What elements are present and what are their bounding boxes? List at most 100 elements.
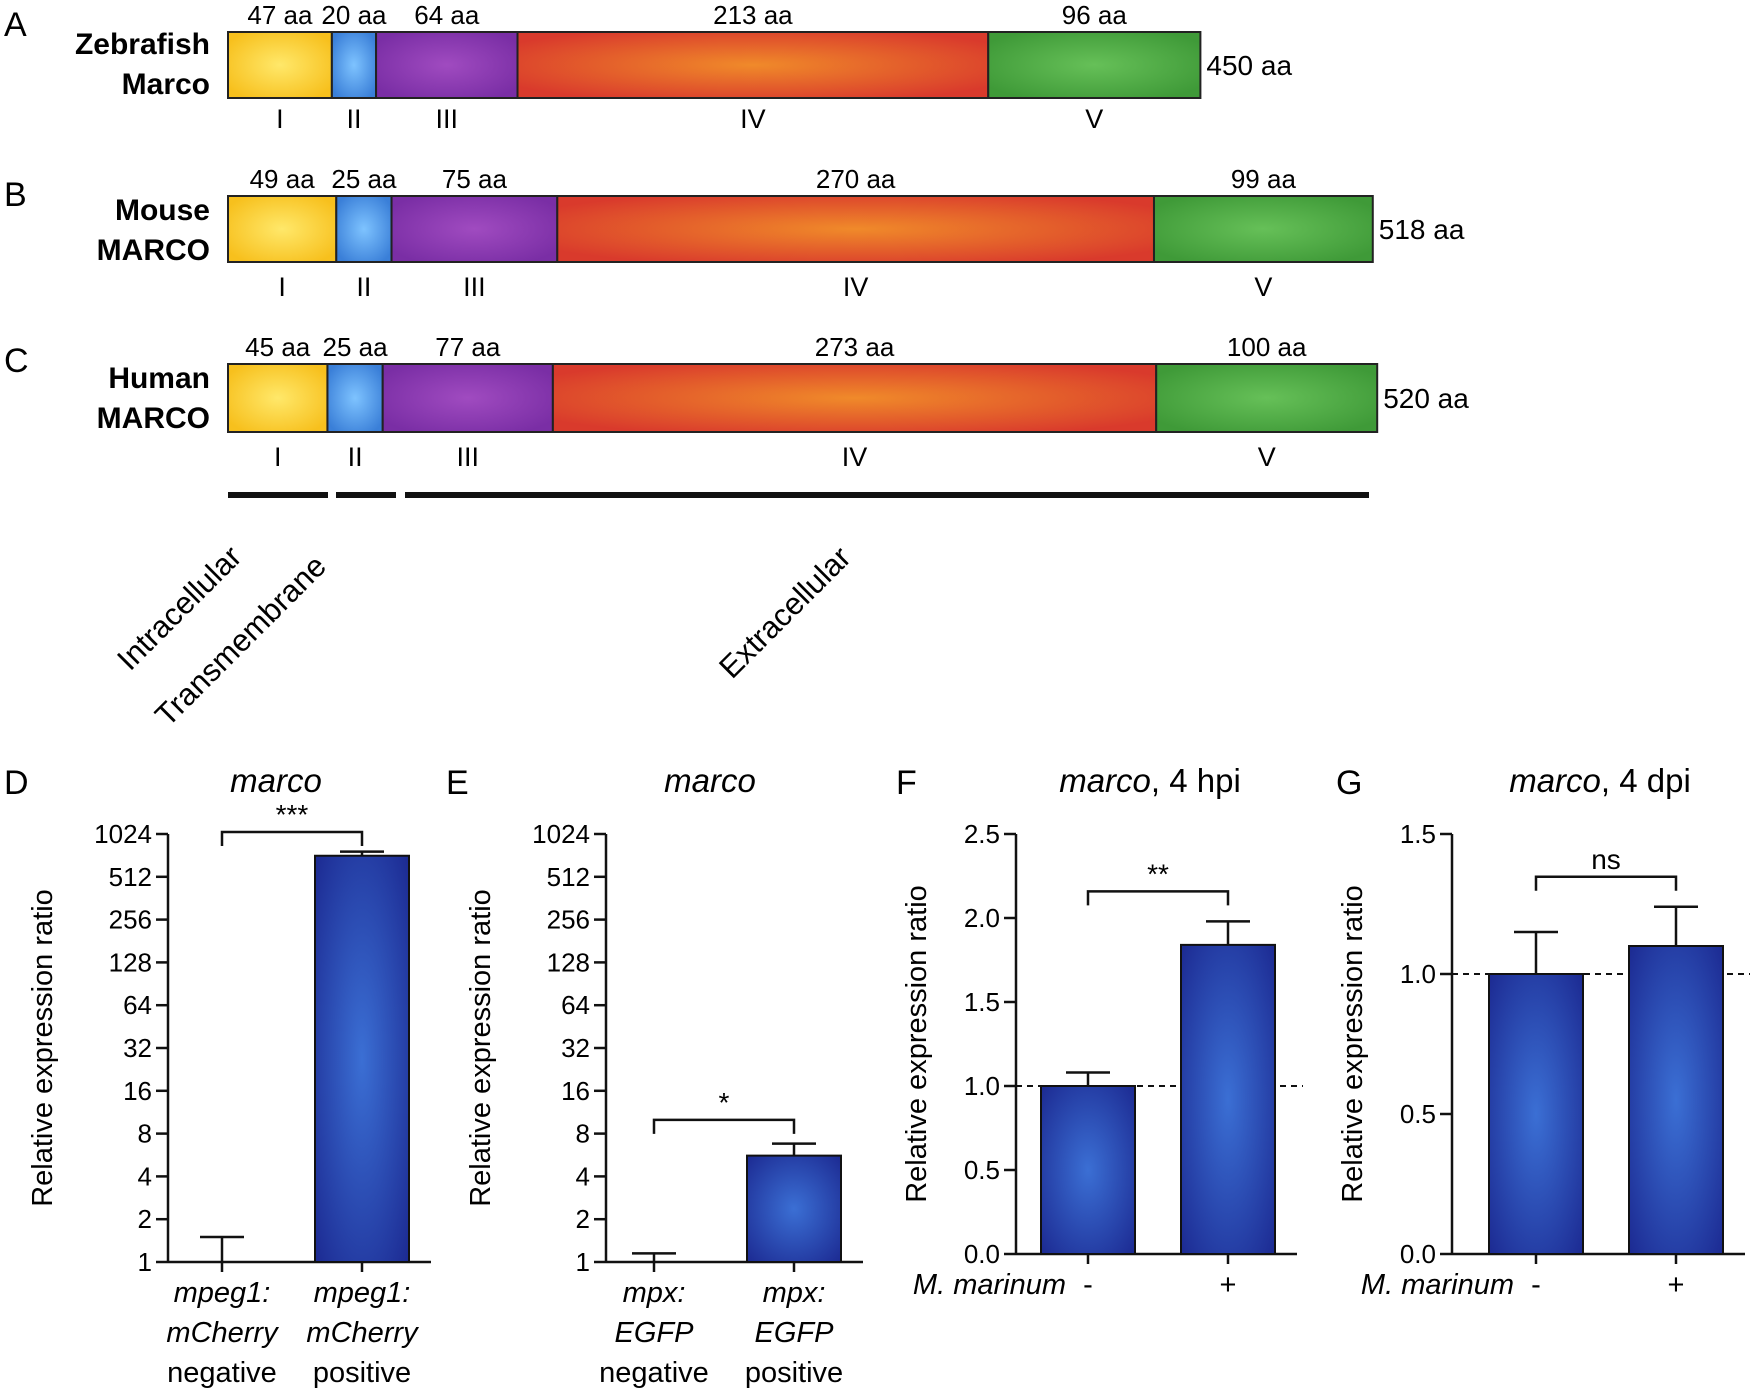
bar — [746, 1154, 842, 1264]
y-tick-label: 1 — [138, 1247, 152, 1277]
y-tick-label: 1 — [576, 1247, 590, 1277]
domain-iii-block — [381, 363, 554, 433]
domain-length-label: 49 aa — [250, 164, 316, 194]
chart-title: marco — [664, 762, 756, 799]
bar — [314, 854, 410, 1263]
y-tick-label: 1.0 — [1400, 959, 1436, 989]
y-tick-label: 0.0 — [964, 1239, 1000, 1269]
domain-length-label: 75 aa — [442, 164, 508, 194]
domain-length-label: 47 aa — [247, 0, 313, 30]
domain-v-block — [1152, 195, 1374, 263]
domain-iii-block — [375, 31, 519, 99]
domain-i-block — [227, 31, 333, 99]
category-label: - — [1531, 1269, 1541, 1301]
bar — [1488, 973, 1584, 1255]
domain-iv-block — [516, 31, 990, 99]
significance-bracket — [220, 830, 364, 846]
category-label: + — [1220, 1269, 1237, 1301]
significance-label: ** — [1147, 858, 1169, 889]
y-tick-label: 128 — [109, 947, 152, 977]
category-label: positive — [313, 1357, 411, 1389]
category-label: negative — [167, 1357, 277, 1389]
category-label: EGFP — [615, 1317, 695, 1349]
domain-length-label: 270 aa — [816, 164, 896, 194]
domain-numeral: V — [1254, 272, 1272, 302]
domain-numeral: I — [274, 442, 282, 472]
category-label: mpx: — [763, 1277, 826, 1309]
significance-bracket — [1086, 890, 1230, 906]
intracellular-bar — [228, 492, 328, 498]
topology-bars — [228, 492, 1369, 498]
y-tick-label: 256 — [109, 905, 152, 935]
domain-length-label: 100 aa — [1227, 332, 1307, 362]
y-tick-label: 32 — [123, 1033, 152, 1063]
domain-numeral: III — [457, 442, 480, 472]
category-label: mpeg1: — [174, 1277, 271, 1309]
bar — [1040, 1085, 1136, 1255]
y-tick-label: 32 — [561, 1033, 590, 1063]
y-tick-label: 0.5 — [1400, 1099, 1436, 1129]
significance-label: ns — [1591, 844, 1621, 875]
y-tick-label: 2 — [138, 1204, 152, 1234]
y-tick-label: 512 — [109, 862, 152, 892]
protein-name-human-2: MARCO — [97, 402, 210, 435]
panel-letter-b: B — [4, 176, 27, 214]
domain-ii-block — [326, 363, 384, 433]
chart-title: marco — [230, 762, 322, 799]
x-axis-label: M. marinum — [1361, 1269, 1514, 1301]
domain-numeral: IV — [843, 272, 869, 302]
bar — [1180, 943, 1276, 1255]
domain-i-block — [227, 363, 329, 433]
y-tick-label: 4 — [576, 1161, 590, 1191]
domain-iv-block — [556, 195, 1155, 263]
domain-numeral: III — [463, 272, 486, 302]
y-tick-label: 1.0 — [964, 1071, 1000, 1101]
domain-length-label: 25 aa — [323, 332, 389, 362]
domain-v-block — [987, 31, 1202, 99]
y-tick-label: 64 — [561, 990, 590, 1020]
extracellular-bar — [405, 492, 1369, 498]
domain-numeral: II — [346, 104, 361, 134]
y-axis-label: Relative expression ratio — [901, 885, 933, 1203]
y-tick-label: 8 — [138, 1119, 152, 1149]
domain-iii-block — [390, 195, 559, 263]
domain-ii-block — [330, 31, 378, 99]
domain-ii-block — [335, 195, 393, 263]
domain-numeral: V — [1085, 104, 1103, 134]
protein-total-length: 520 aa — [1383, 383, 1469, 414]
chart-title: marco, 4 dpi — [1509, 762, 1691, 799]
domain-numeral: I — [276, 104, 284, 134]
category-label: positive — [745, 1357, 843, 1389]
panel-letter: D — [4, 764, 29, 802]
domain-numeral: IV — [842, 442, 868, 472]
domain-length-label: 64 aa — [414, 0, 480, 30]
category-label: + — [1668, 1269, 1685, 1301]
domain-length-label: 77 aa — [435, 332, 501, 362]
y-tick-label: 1.5 — [1400, 819, 1436, 849]
y-tick-label: 4 — [138, 1161, 152, 1191]
y-tick-label: 2.5 — [964, 819, 1000, 849]
domain-v-block — [1155, 363, 1379, 433]
y-axis-label: Relative expression ratio — [465, 889, 497, 1207]
domain-length-label: 25 aa — [331, 164, 397, 194]
domain-i-block — [227, 195, 338, 263]
domain-length-label: 96 aa — [1062, 0, 1128, 30]
significance-label: *** — [276, 799, 309, 830]
domain-numeral: II — [348, 442, 363, 472]
y-tick-label: 0.5 — [964, 1155, 1000, 1185]
y-tick-label: 8 — [576, 1119, 590, 1149]
y-axis-label: Relative expression ratio — [27, 889, 59, 1207]
region-label-transmembrane: Transmembrane — [148, 548, 333, 733]
y-tick-label: 1024 — [532, 819, 590, 849]
y-tick-label: 512 — [547, 862, 590, 892]
protein-total-length: 450 aa — [1206, 50, 1292, 81]
y-tick-label: 1.5 — [964, 987, 1000, 1017]
category-label: EGFP — [755, 1317, 835, 1349]
domain-length-label: 99 aa — [1231, 164, 1297, 194]
